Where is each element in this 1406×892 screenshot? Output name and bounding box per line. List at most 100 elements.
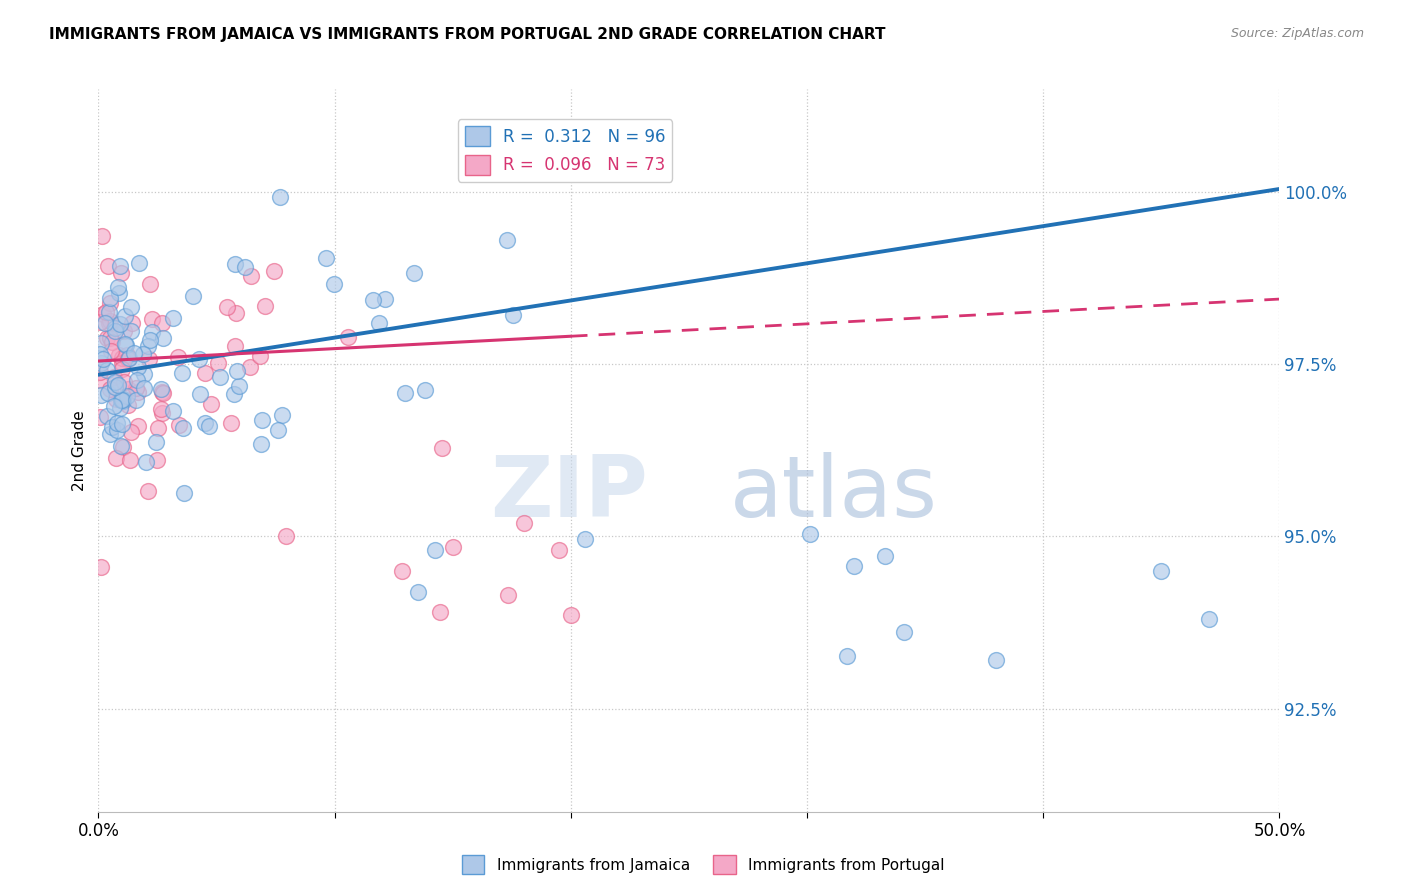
- Point: [125, 381, 148, 395]
- Point: [228, 379, 250, 393]
- Point: [89, 365, 111, 379]
- Point: [98, 305, 121, 319]
- Point: [127, 373, 149, 387]
- Point: [162, 310, 184, 325]
- Point: [145, 435, 167, 450]
- Point: [315, 251, 337, 265]
- Point: [254, 299, 277, 313]
- Point: [799, 526, 821, 541]
- Point: [496, 588, 519, 602]
- Point: [110, 266, 132, 280]
- Text: Source: ZipAtlas.com: Source: ZipAtlas.com: [1230, 27, 1364, 40]
- Point: [108, 260, 131, 274]
- Point: [117, 351, 139, 366]
- Point: [117, 382, 139, 396]
- Point: [98, 382, 121, 396]
- Point: [172, 366, 194, 380]
- Point: [110, 392, 132, 407]
- Point: [115, 389, 138, 403]
- Point: [844, 558, 866, 573]
- Point: [104, 451, 127, 466]
- Point: [135, 455, 157, 469]
- Point: [233, 260, 256, 274]
- Point: [984, 653, 1007, 667]
- Point: [875, 549, 897, 564]
- Point: [150, 406, 173, 420]
- Point: [496, 233, 519, 247]
- Point: [104, 392, 127, 406]
- Legend: Immigrants from Jamaica, Immigrants from Portugal: Immigrants from Jamaica, Immigrants from…: [456, 849, 950, 880]
- Point: [107, 377, 129, 392]
- Point: [374, 292, 396, 306]
- Point: [150, 384, 173, 399]
- Point: [368, 316, 391, 330]
- Point: [222, 387, 245, 401]
- Point: [574, 532, 596, 546]
- Point: [89, 315, 111, 329]
- Point: [100, 419, 122, 434]
- Point: [104, 321, 127, 335]
- Point: [173, 486, 195, 500]
- Point: [90, 336, 112, 351]
- Point: [323, 277, 346, 291]
- Point: [404, 266, 426, 280]
- Point: [93, 351, 115, 366]
- Text: atlas: atlas: [730, 452, 938, 535]
- Point: [97, 316, 120, 330]
- Point: [100, 335, 122, 350]
- Point: [118, 453, 141, 467]
- Point: [1198, 612, 1220, 626]
- Point: [138, 351, 160, 366]
- Point: [835, 649, 858, 664]
- Text: IMMIGRANTS FROM JAMAICA VS IMMIGRANTS FROM PORTUGAL 2ND GRADE CORRELATION CHART: IMMIGRANTS FROM JAMAICA VS IMMIGRANTS FR…: [49, 27, 886, 42]
- Point: [125, 392, 148, 407]
- Point: [108, 347, 131, 361]
- Point: [104, 375, 127, 389]
- Point: [548, 543, 571, 558]
- Point: [194, 416, 217, 430]
- Point: [120, 425, 142, 439]
- Point: [141, 325, 163, 339]
- Point: [441, 541, 464, 555]
- Point: [181, 289, 204, 303]
- Point: [97, 385, 120, 400]
- Point: [96, 363, 118, 377]
- Point: [219, 416, 242, 430]
- Point: [127, 384, 149, 399]
- Point: [98, 313, 121, 327]
- Point: [111, 392, 134, 406]
- Point: [107, 280, 129, 294]
- Point: [90, 388, 112, 402]
- Point: [194, 367, 217, 381]
- Point: [127, 418, 149, 433]
- Point: [114, 337, 136, 351]
- Point: [132, 347, 155, 361]
- Point: [122, 346, 145, 360]
- Point: [121, 317, 143, 331]
- Point: [104, 380, 127, 394]
- Point: [138, 277, 160, 292]
- Point: [208, 370, 231, 384]
- Point: [136, 484, 159, 499]
- Point: [105, 423, 128, 437]
- Point: [111, 393, 134, 408]
- Point: [141, 312, 163, 326]
- Point: [120, 300, 142, 314]
- Point: [89, 347, 111, 361]
- Point: [90, 356, 112, 370]
- Point: [240, 268, 263, 283]
- Point: [96, 304, 118, 318]
- Text: ZIP: ZIP: [489, 452, 648, 535]
- Point: [108, 317, 131, 331]
- Point: [239, 359, 262, 374]
- Point: [132, 367, 155, 381]
- Point: [120, 324, 142, 338]
- Point: [89, 409, 111, 424]
- Point: [127, 359, 149, 374]
- Point: [337, 330, 360, 344]
- Point: [274, 529, 297, 543]
- Point: [94, 316, 117, 330]
- Point: [90, 560, 112, 574]
- Point: [152, 316, 174, 330]
- Point: [167, 351, 190, 365]
